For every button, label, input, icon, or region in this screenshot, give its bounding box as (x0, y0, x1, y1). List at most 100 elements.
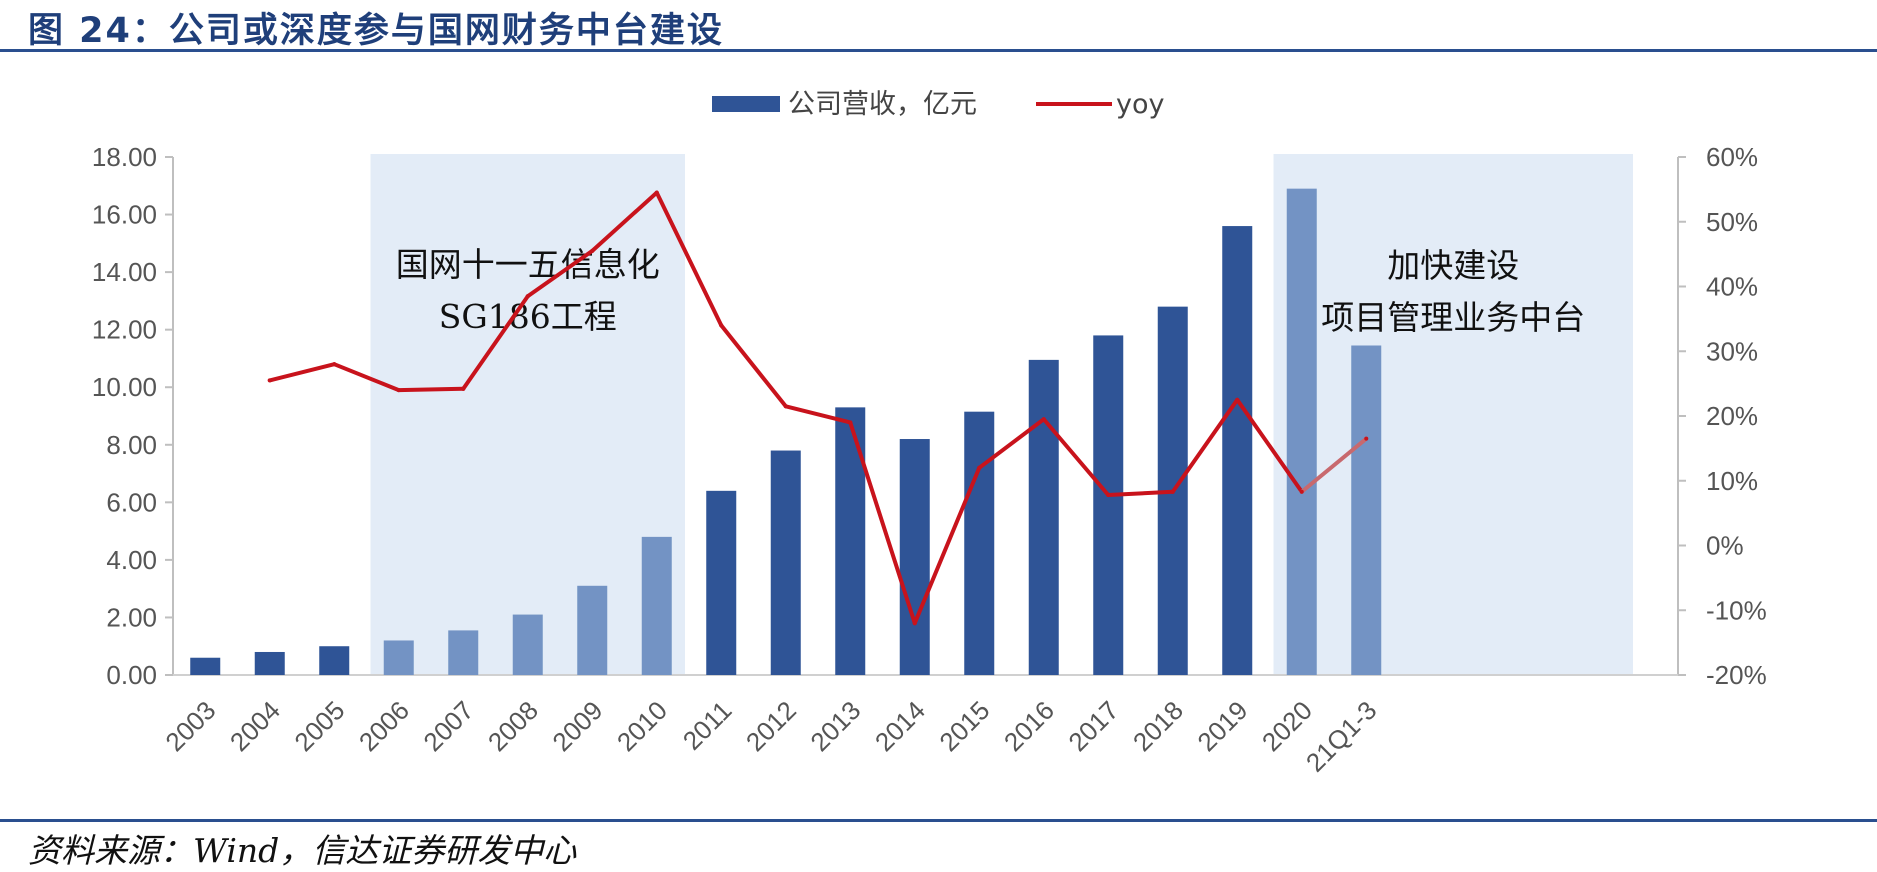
x-tick-label: 2005 (288, 695, 350, 757)
left-tick-label: 14.00 (92, 257, 157, 287)
yoy-segment (848, 420, 917, 626)
left-tick-label: 2.00 (106, 602, 157, 632)
left-tick-label: 10.00 (92, 372, 157, 402)
left-tick-label: 16.00 (92, 200, 157, 230)
x-tick-label: 2014 (869, 695, 931, 757)
yoy-segment (912, 465, 982, 626)
right-tick-label: 10% (1706, 466, 1758, 496)
x-tick-label: 2006 (353, 695, 415, 757)
highlight-band-1 (370, 154, 685, 675)
bar-2011 (706, 490, 737, 675)
x-tick-label: 2018 (1127, 695, 1189, 757)
yoy-segment (590, 190, 659, 253)
yoy-segment (977, 417, 1046, 470)
yoy-point-2008 (525, 294, 530, 299)
bar-2014 (899, 439, 930, 675)
yoy-point-2017 (1106, 492, 1111, 497)
yoy-point-2011 (719, 323, 724, 328)
right-tick-label: 0% (1706, 531, 1744, 561)
x-tick-label: 2016 (998, 695, 1060, 757)
bar-2005 (319, 646, 350, 675)
bar-2012 (770, 450, 801, 675)
x-tick-label: 2004 (224, 695, 286, 757)
yoy-point-2007 (461, 386, 466, 391)
yoy-point-2014 (912, 621, 917, 626)
yoy-point-2012 (783, 404, 788, 409)
right-tick-label: -20% (1706, 660, 1767, 690)
yoy-point-2016 (1041, 417, 1046, 422)
bar-2020 (1286, 188, 1317, 675)
yoy-point-2006 (396, 388, 401, 393)
highlight-label-2-line-2: 项目管理业务中台 (1321, 298, 1585, 337)
yoy-point-2019 (1235, 397, 1240, 402)
left-tick-label: 18.00 (92, 142, 157, 172)
bar-2015 (964, 411, 995, 675)
yoy-segment (332, 362, 401, 393)
line-series (267, 190, 1369, 626)
x-tick-label: 2010 (611, 695, 673, 757)
highlight-label-1-line-2: SG186工程 (439, 297, 617, 336)
bar-2017 (1093, 335, 1124, 675)
left-tick-label: 0.00 (106, 660, 157, 690)
yoy-segment (1106, 489, 1175, 497)
highlight-label-2-line-1: 加快建设 (1387, 246, 1519, 285)
bar-21Q1-3 (1351, 345, 1382, 675)
x-tick-label: 2007 (417, 695, 479, 757)
x-tick-label: 2012 (740, 695, 802, 757)
yoy-segment (267, 362, 337, 383)
figure-title: 图 24：公司或深度参与国网财务中台建设 (28, 11, 724, 51)
bar-2009 (577, 585, 608, 675)
yoy-segment (525, 248, 595, 299)
bar-2004 (254, 651, 285, 675)
bar-series (190, 188, 1382, 676)
x-tick-label: 2008 (482, 695, 544, 757)
yoy-point-2009 (590, 248, 595, 253)
yoy-point-2010 (654, 190, 659, 195)
title-rule (0, 49, 1877, 52)
x-tick-label: 2013 (804, 695, 866, 757)
yoy-segment (654, 190, 724, 328)
x-tick-label: 2009 (546, 695, 608, 757)
yoy-point-2005 (332, 362, 337, 367)
yoy-segment (783, 404, 853, 425)
yoy-segment (1299, 436, 1369, 494)
x-tick-label: 2011 (677, 695, 738, 756)
legend-bar-swatch (712, 96, 780, 112)
yoy-point-21Q1-3 (1364, 436, 1369, 441)
bar-2006 (383, 640, 414, 675)
bar-2016 (1028, 359, 1059, 675)
yoy-segment (396, 386, 466, 393)
right-tick-label: 50% (1706, 207, 1758, 237)
yoy-point-2018 (1170, 489, 1175, 494)
yoy-segment (1235, 397, 1304, 494)
footer-rule (0, 819, 1877, 822)
x-tick-label: 2019 (1191, 695, 1253, 757)
left-tick-label: 6.00 (106, 487, 157, 517)
right-tick-label: 60% (1706, 142, 1758, 172)
highlight-bands (370, 154, 1633, 675)
bar-2013 (835, 407, 866, 675)
bar-2003 (190, 657, 221, 675)
x-tick-label: 21Q1-3 (1300, 695, 1383, 778)
right-tick-label: 20% (1706, 401, 1758, 431)
yoy-segment (1041, 417, 1111, 497)
right-tick-label: 40% (1706, 272, 1758, 302)
bar-2007 (448, 630, 479, 675)
right-tick-label: -10% (1706, 595, 1767, 625)
bar-2008 (512, 614, 543, 675)
x-tick-label: 2017 (1062, 695, 1124, 757)
bar-2010 (641, 536, 672, 675)
legend-line-label: yoy (1116, 89, 1164, 120)
yoy-point-2015 (977, 465, 982, 470)
left-tick-label: 4.00 (106, 545, 157, 575)
left-tick-label: 8.00 (106, 430, 157, 460)
legend-bar-label: 公司营收，亿元 (788, 89, 977, 120)
yoy-point-2020 (1299, 489, 1304, 494)
yoy-segment (461, 294, 530, 391)
highlight-label-1-line-1: 国网十一五信息化 (396, 245, 660, 284)
legend: 公司营收，亿元 yoy (712, 89, 1164, 120)
yoy-segment (1170, 397, 1240, 494)
x-tick-label: 2003 (159, 695, 221, 757)
